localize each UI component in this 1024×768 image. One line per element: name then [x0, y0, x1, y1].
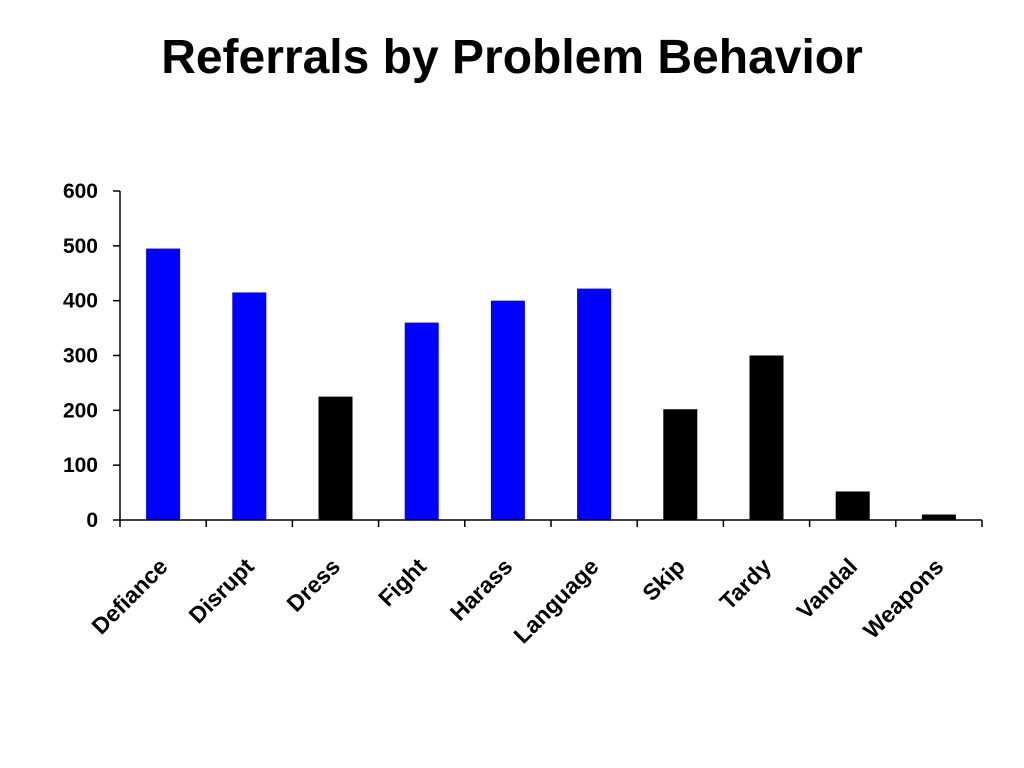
bar-weapons — [921, 514, 956, 520]
bar-skip — [663, 409, 698, 520]
x-tick-label: Defiance — [86, 553, 172, 639]
bar-disrupt — [232, 292, 267, 520]
y-tick-label: 100 — [63, 454, 98, 477]
y-tick-label: 0 — [86, 509, 98, 532]
y-tick-label: 500 — [63, 235, 98, 258]
x-axis-ticks — [119, 520, 983, 527]
bar-language — [577, 288, 612, 520]
bar-tardy — [749, 355, 784, 520]
bar-harass — [490, 300, 525, 520]
x-tick-label: Language — [508, 553, 603, 648]
x-tick-label: Disrupt — [184, 553, 260, 629]
y-tick-label: 400 — [63, 290, 98, 313]
y-tick-label: 600 — [63, 180, 98, 203]
x-tick-label: Weapons — [858, 553, 948, 643]
y-axis-ticks: 0 100 200 300 400 500 600 — [63, 180, 120, 532]
bar-fight — [404, 322, 439, 520]
x-tick-label: Skip — [637, 553, 690, 606]
bar-vandal — [835, 491, 870, 520]
bars — [146, 248, 956, 520]
bar-dress — [318, 396, 353, 520]
x-tick-label: Harass — [445, 553, 518, 626]
x-tick-label: Fight — [373, 553, 431, 611]
x-tick-label: Dress — [281, 553, 345, 617]
y-tick-label: 300 — [63, 345, 98, 368]
y-tick-label: 200 — [63, 399, 98, 422]
chart-title: Referrals by Problem Behavior — [161, 31, 863, 84]
x-tick-label: Tardy — [715, 553, 777, 615]
bar-defiance — [146, 248, 181, 520]
x-tick-label: Vandal — [791, 553, 862, 624]
